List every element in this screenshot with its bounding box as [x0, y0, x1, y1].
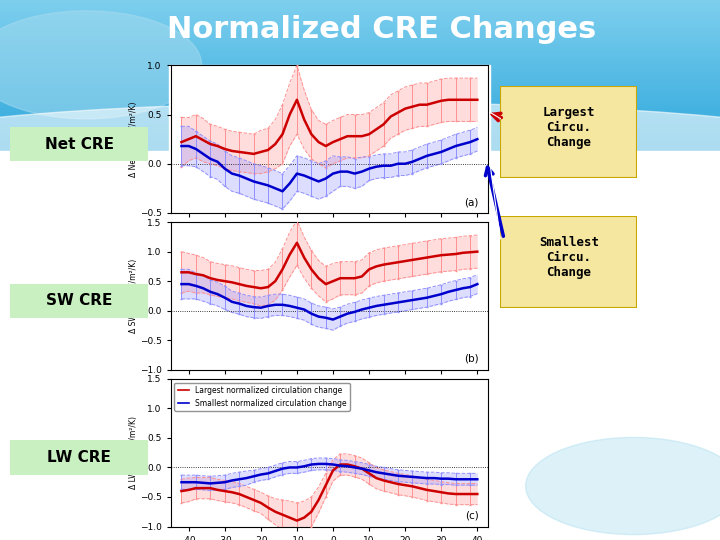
Text: Largest
Circu.
Change: Largest Circu. Change	[543, 106, 595, 149]
Text: Normalized CRE Changes: Normalized CRE Changes	[167, 15, 596, 44]
Text: (c): (c)	[465, 511, 479, 521]
Ellipse shape	[0, 11, 202, 119]
FancyBboxPatch shape	[10, 127, 148, 161]
Legend: Largest normalized circulation change, Smallest normalized circulation change: Largest normalized circulation change, S…	[174, 383, 350, 410]
FancyBboxPatch shape	[500, 86, 637, 178]
Text: (b): (b)	[464, 354, 479, 364]
Ellipse shape	[526, 437, 720, 535]
Text: (a): (a)	[464, 197, 479, 207]
Ellipse shape	[0, 103, 720, 200]
Text: Smallest
Circu.
Change: Smallest Circu. Change	[539, 236, 599, 279]
FancyBboxPatch shape	[500, 216, 637, 308]
Y-axis label: Δ SW CRE (W/m²/K): Δ SW CRE (W/m²/K)	[130, 259, 138, 333]
Y-axis label: Δ LW CRE (W/m²/K): Δ LW CRE (W/m²/K)	[130, 416, 138, 489]
Text: Net CRE: Net CRE	[45, 137, 114, 152]
FancyBboxPatch shape	[10, 284, 148, 318]
Text: SW CRE: SW CRE	[46, 293, 112, 308]
Bar	[0, 151, 720, 540]
Bar	[169, 65, 490, 529]
Text: LW CRE: LW CRE	[48, 450, 111, 465]
Y-axis label: Δ Net CRE (W/m²/K): Δ Net CRE (W/m²/K)	[130, 102, 138, 177]
FancyBboxPatch shape	[10, 441, 148, 475]
